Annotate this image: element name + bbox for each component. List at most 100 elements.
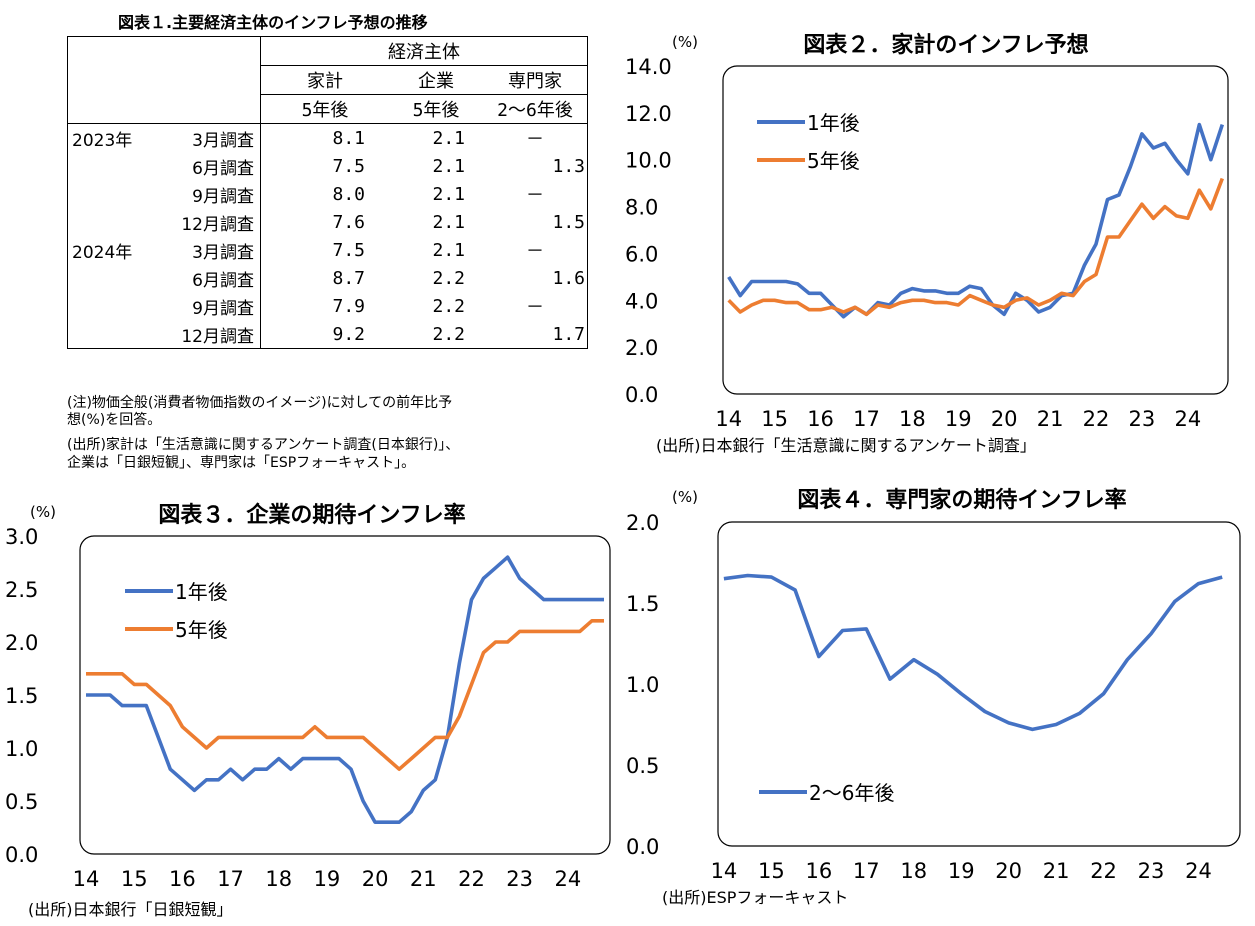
x-tick-label: 23 bbox=[506, 867, 533, 891]
unit-label: (%) bbox=[30, 503, 56, 521]
row-label: 12月調査 bbox=[67, 208, 261, 236]
row-survey: 12月調査 bbox=[181, 326, 254, 347]
y-tick-label: 0.5 bbox=[626, 754, 659, 778]
y-tick-label: 2.0 bbox=[5, 631, 38, 655]
col-firm: 企業 bbox=[418, 71, 454, 92]
figure3-firm-chart: 図表３．企業の期待インフレ率 (%) 0.0 0.5 1.0 1.5 2.0 2.5 3.0 14… bbox=[5, 502, 611, 919]
series-line-2 bbox=[727, 177, 1224, 317]
row-label: 12月調査 bbox=[67, 320, 261, 349]
x-tick-label: 14 bbox=[715, 407, 742, 431]
x-tick-label: 14 bbox=[711, 859, 738, 883]
cell-expert: 1.3 bbox=[483, 152, 588, 180]
x-tick-label: 20 bbox=[995, 859, 1022, 883]
x-tick-label: 16 bbox=[169, 867, 196, 891]
x-tick-label: 15 bbox=[761, 407, 788, 431]
x-tick-label: 15 bbox=[121, 867, 148, 891]
plot-frame bbox=[79, 535, 611, 855]
table-row: 12月調査 9.2 2.2 1.7 bbox=[67, 320, 588, 349]
legend-label-2: 5年後 bbox=[175, 618, 228, 642]
x-tick-label: 20 bbox=[991, 407, 1018, 431]
cell-household: 8.0 bbox=[332, 183, 365, 205]
x-tick-label: 18 bbox=[265, 867, 292, 891]
cell-firm: 2.1 bbox=[432, 239, 465, 261]
y-tick-label: 8.0 bbox=[625, 196, 658, 220]
table-row: 12月調査 7.6 2.1 1.5 bbox=[67, 208, 588, 236]
cell-firm: 2.1 bbox=[432, 127, 465, 149]
unit-label: (%) bbox=[672, 33, 698, 51]
cell-firm: 2.1 bbox=[432, 155, 465, 177]
y-tick-label: 3.0 bbox=[5, 525, 38, 549]
table-row: 2023年 3月調査 8.1 2.1 － bbox=[67, 123, 588, 152]
x-tick-label: 18 bbox=[899, 407, 926, 431]
x-tick-label: 21 bbox=[1037, 407, 1064, 431]
horizon-household: 5年後 bbox=[260, 94, 389, 124]
row-survey: 12月調査 bbox=[181, 214, 254, 235]
x-tick-label: 19 bbox=[948, 859, 975, 883]
y-tick-label: 10.0 bbox=[625, 149, 672, 173]
cell-firm: 2.1 bbox=[432, 183, 465, 205]
cell-expert: － bbox=[483, 236, 588, 264]
table1-note-2: 想(%)を回答。 bbox=[67, 412, 162, 428]
chart-title: 図表２．家計のインフレ予想 bbox=[803, 32, 1088, 58]
y-tick-label: 0.0 bbox=[625, 383, 658, 407]
row-label: 2024年 3月調査 bbox=[67, 236, 261, 264]
figure4-expert-chart: 図表４．専門家の期待インフレ率 (%) 0.0 0.5 1.0 1.5 2.0 14 15 16 1… bbox=[626, 487, 1241, 907]
cell-firm: 2.2 bbox=[432, 267, 465, 289]
cell-household: 7.6 bbox=[332, 211, 365, 233]
x-tick-label: 24 bbox=[1174, 407, 1201, 431]
horizon-firm: 5年後 bbox=[389, 94, 483, 124]
horizon-expert: 2～6年後 bbox=[483, 94, 588, 124]
x-tick-label: 17 bbox=[853, 859, 880, 883]
cell-expert: 1.5 bbox=[483, 208, 588, 236]
cell-household: 8.1 bbox=[332, 127, 365, 149]
series-line-2 bbox=[86, 619, 604, 772]
row-survey: 6月調査 bbox=[192, 270, 254, 291]
y-tick-label: 2.0 bbox=[625, 336, 658, 360]
cell-household: 8.7 bbox=[332, 267, 365, 289]
row-label: 6月調査 bbox=[67, 152, 261, 180]
x-tick-label: 23 bbox=[1138, 859, 1165, 883]
y-tick-label: 1.0 bbox=[626, 673, 659, 697]
y-tick-label: 0.0 bbox=[5, 843, 38, 867]
row-survey: 3月調査 bbox=[192, 130, 254, 151]
unit-label: (%) bbox=[672, 488, 698, 506]
chart-title: 図表４．専門家の期待インフレ率 bbox=[797, 487, 1126, 513]
row-label: 9月調査 bbox=[67, 292, 261, 320]
table1-note-1: (注)物価全般(消費者物価指数のイメージ)に対しての前年比予 bbox=[67, 395, 453, 411]
series-line-1 bbox=[86, 555, 604, 825]
y-tick-label: 2.5 bbox=[5, 578, 38, 602]
x-tick-label: 23 bbox=[1129, 407, 1156, 431]
x-tick-label: 15 bbox=[758, 859, 785, 883]
cell-firm: 2.2 bbox=[432, 295, 465, 317]
table1-note-4: 企業は「日銀短観」、専門家は「ESPフォーキャスト」。 bbox=[67, 455, 416, 471]
x-tick-label: 16 bbox=[805, 859, 832, 883]
x-tick-label: 14 bbox=[73, 867, 100, 891]
y-tick-label: 1.5 bbox=[5, 684, 38, 708]
cell-household: 9.2 bbox=[260, 320, 389, 349]
row-label: 2023年 3月調査 bbox=[67, 123, 261, 152]
x-tick-label: 22 bbox=[458, 867, 485, 891]
cell-expert: － bbox=[483, 180, 588, 208]
cell-firm: 2.1 bbox=[432, 211, 465, 233]
legend-label-1: 1年後 bbox=[807, 111, 860, 135]
table1-note-3: (出所)家計は「生活意識に関するアンケート調査(日本銀行)」、 bbox=[67, 437, 460, 453]
x-tick-label: 17 bbox=[217, 867, 244, 891]
col-household: 家計 bbox=[260, 65, 389, 95]
row-year: 2024年 bbox=[72, 242, 133, 263]
y-tick-label: 2.0 bbox=[626, 511, 659, 535]
x-tick-label: 17 bbox=[853, 407, 880, 431]
y-tick-label: 14.0 bbox=[625, 55, 672, 79]
row-year: 2023年 bbox=[72, 130, 133, 151]
x-tick-label: 21 bbox=[410, 867, 437, 891]
figure2-household-chart: 図表２．家計のインフレ予想 (%) 0.0 2.0 4.0 6.0 8.0 10.0 12.0 1… bbox=[625, 32, 1229, 455]
series-line-1 bbox=[727, 122, 1225, 319]
chart-source: (出所)日本銀行「日銀短観」 bbox=[28, 900, 233, 919]
x-tick-label: 16 bbox=[807, 407, 834, 431]
row-survey: 9月調査 bbox=[192, 186, 254, 207]
table-row: 9月調査 8.0 2.1 － bbox=[67, 180, 588, 208]
chart-source: (出所)日本銀行「生活意識に関するアンケート調査」 bbox=[656, 436, 1036, 455]
inflation-expectations-table: 経済主体 家計 企業 専門家 5年後 5年後 2～6年後 2023年 3月調査 8.… bbox=[67, 36, 588, 349]
x-tick-label: 18 bbox=[900, 859, 927, 883]
y-tick-label: 6.0 bbox=[625, 242, 658, 266]
x-tick-label: 22 bbox=[1090, 859, 1117, 883]
